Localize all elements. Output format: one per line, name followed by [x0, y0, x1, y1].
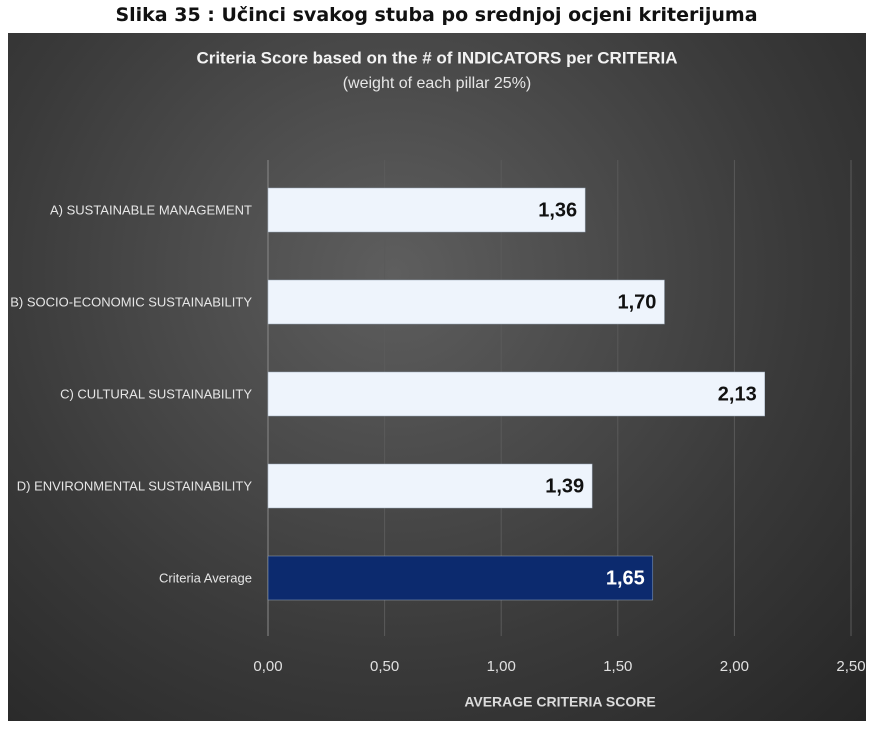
x-axis-label: AVERAGE CRITERIA SCORE [464, 694, 655, 710]
bar [267, 555, 654, 601]
value-label: 1,39 [545, 475, 584, 497]
value-label: 1,65 [606, 567, 645, 589]
caption: Slika 35 : Učinci svakog stuba po srednj… [115, 4, 758, 26]
value-label: 1,36 [538, 199, 577, 221]
chart-title: Criteria Score based on the # of INDICAT… [196, 48, 677, 67]
y-tick-label: Criteria Average [159, 570, 252, 586]
value-label: 1,70 [618, 291, 657, 313]
bar [267, 463, 593, 509]
y-tick-label: C) CULTURAL SUSTAINABILITY [60, 386, 252, 402]
x-tick-label: 0,00 [253, 658, 282, 675]
y-tick-label: A) SUSTAINABLE MANAGEMENT [49, 202, 252, 218]
value-label: 2,13 [718, 383, 757, 405]
bar [267, 187, 586, 233]
x-tick-label: 0,50 [370, 658, 399, 675]
bar [267, 371, 765, 417]
chart-subtitle: (weight of each pillar 25%) [343, 75, 532, 92]
x-tick-label: 1,00 [487, 658, 516, 675]
y-tick-label: B) SOCIO-ECONOMIC SUSTAINABILITY [10, 294, 252, 310]
bar [267, 279, 665, 325]
x-tick-label: 2,00 [720, 658, 749, 675]
x-tick-label: 1,50 [603, 658, 632, 675]
y-tick-label: D) ENVIRONMENTAL SUSTAINABILITY [16, 478, 252, 494]
x-tick-label: 2,50 [836, 658, 865, 675]
